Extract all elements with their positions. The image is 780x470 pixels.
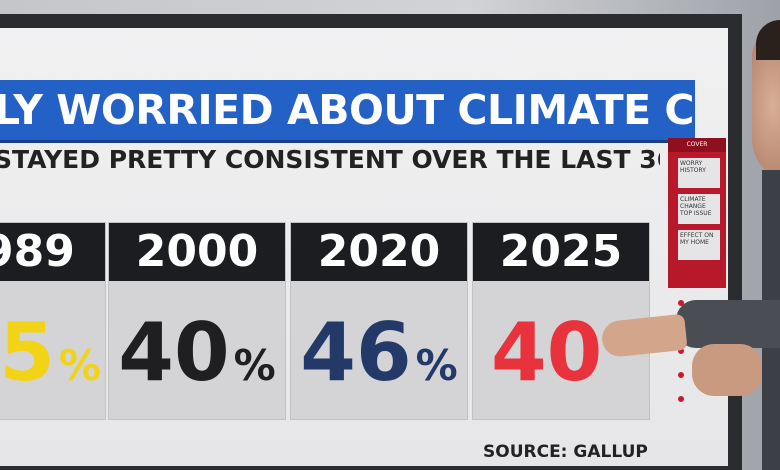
presenter-hand <box>692 344 762 396</box>
indicator-dot <box>678 348 684 354</box>
year-label: 2020 <box>291 223 467 281</box>
rail-item-worry-history[interactable]: WORRY HISTORY <box>678 158 720 188</box>
year-label: 989 <box>0 223 105 281</box>
percent-number: 46 <box>300 307 412 399</box>
percent-value: 40 <box>473 307 649 399</box>
subheadline: STAYED PRETTY CONSISTENT OVER THE LAST 3… <box>0 145 660 174</box>
year-card-2020: 2020 46% <box>290 222 468 420</box>
indicator-dot <box>678 396 684 402</box>
rail-cap: COVER <box>668 138 726 152</box>
percent-value: 46% <box>291 307 467 399</box>
indicator-dot <box>678 300 684 306</box>
percent-value: 5% <box>0 307 105 399</box>
percent-number: 40 <box>491 307 603 399</box>
side-navigation-rail: COVER WORRY HISTORY CLIMATE CHANGE TOP I… <box>668 138 726 288</box>
source-credit: SOURCE: GALLUP <box>483 442 648 462</box>
rail-item-effect-on-home[interactable]: EFFECT ON MY HOME <box>678 230 720 260</box>
year-label: 2025 <box>473 223 649 281</box>
broadcast-screen: LY WORRIED ABOUT CLIMATE CHANGE STAYED P… <box>0 28 728 466</box>
year-card-2000: 2000 40% <box>108 222 286 420</box>
headline-banner: LY WORRIED ABOUT CLIMATE CHANGE <box>0 80 695 143</box>
indicator-dot <box>678 372 684 378</box>
percent-sign: % <box>58 341 101 390</box>
rail-item-climate-change[interactable]: CLIMATE CHANGE TOP ISSUE <box>678 194 720 224</box>
presenter-arm <box>676 300 780 348</box>
percent-sign: % <box>233 341 276 390</box>
year-card-1989: 989 5% <box>0 222 106 420</box>
year-label: 2000 <box>109 223 285 281</box>
percent-sign: % <box>415 341 458 390</box>
presenter-figure <box>718 20 780 470</box>
percent-value: 40% <box>109 307 285 399</box>
percent-number: 5 <box>0 307 55 399</box>
percent-number: 40 <box>118 307 230 399</box>
presenter-hair <box>756 20 780 60</box>
